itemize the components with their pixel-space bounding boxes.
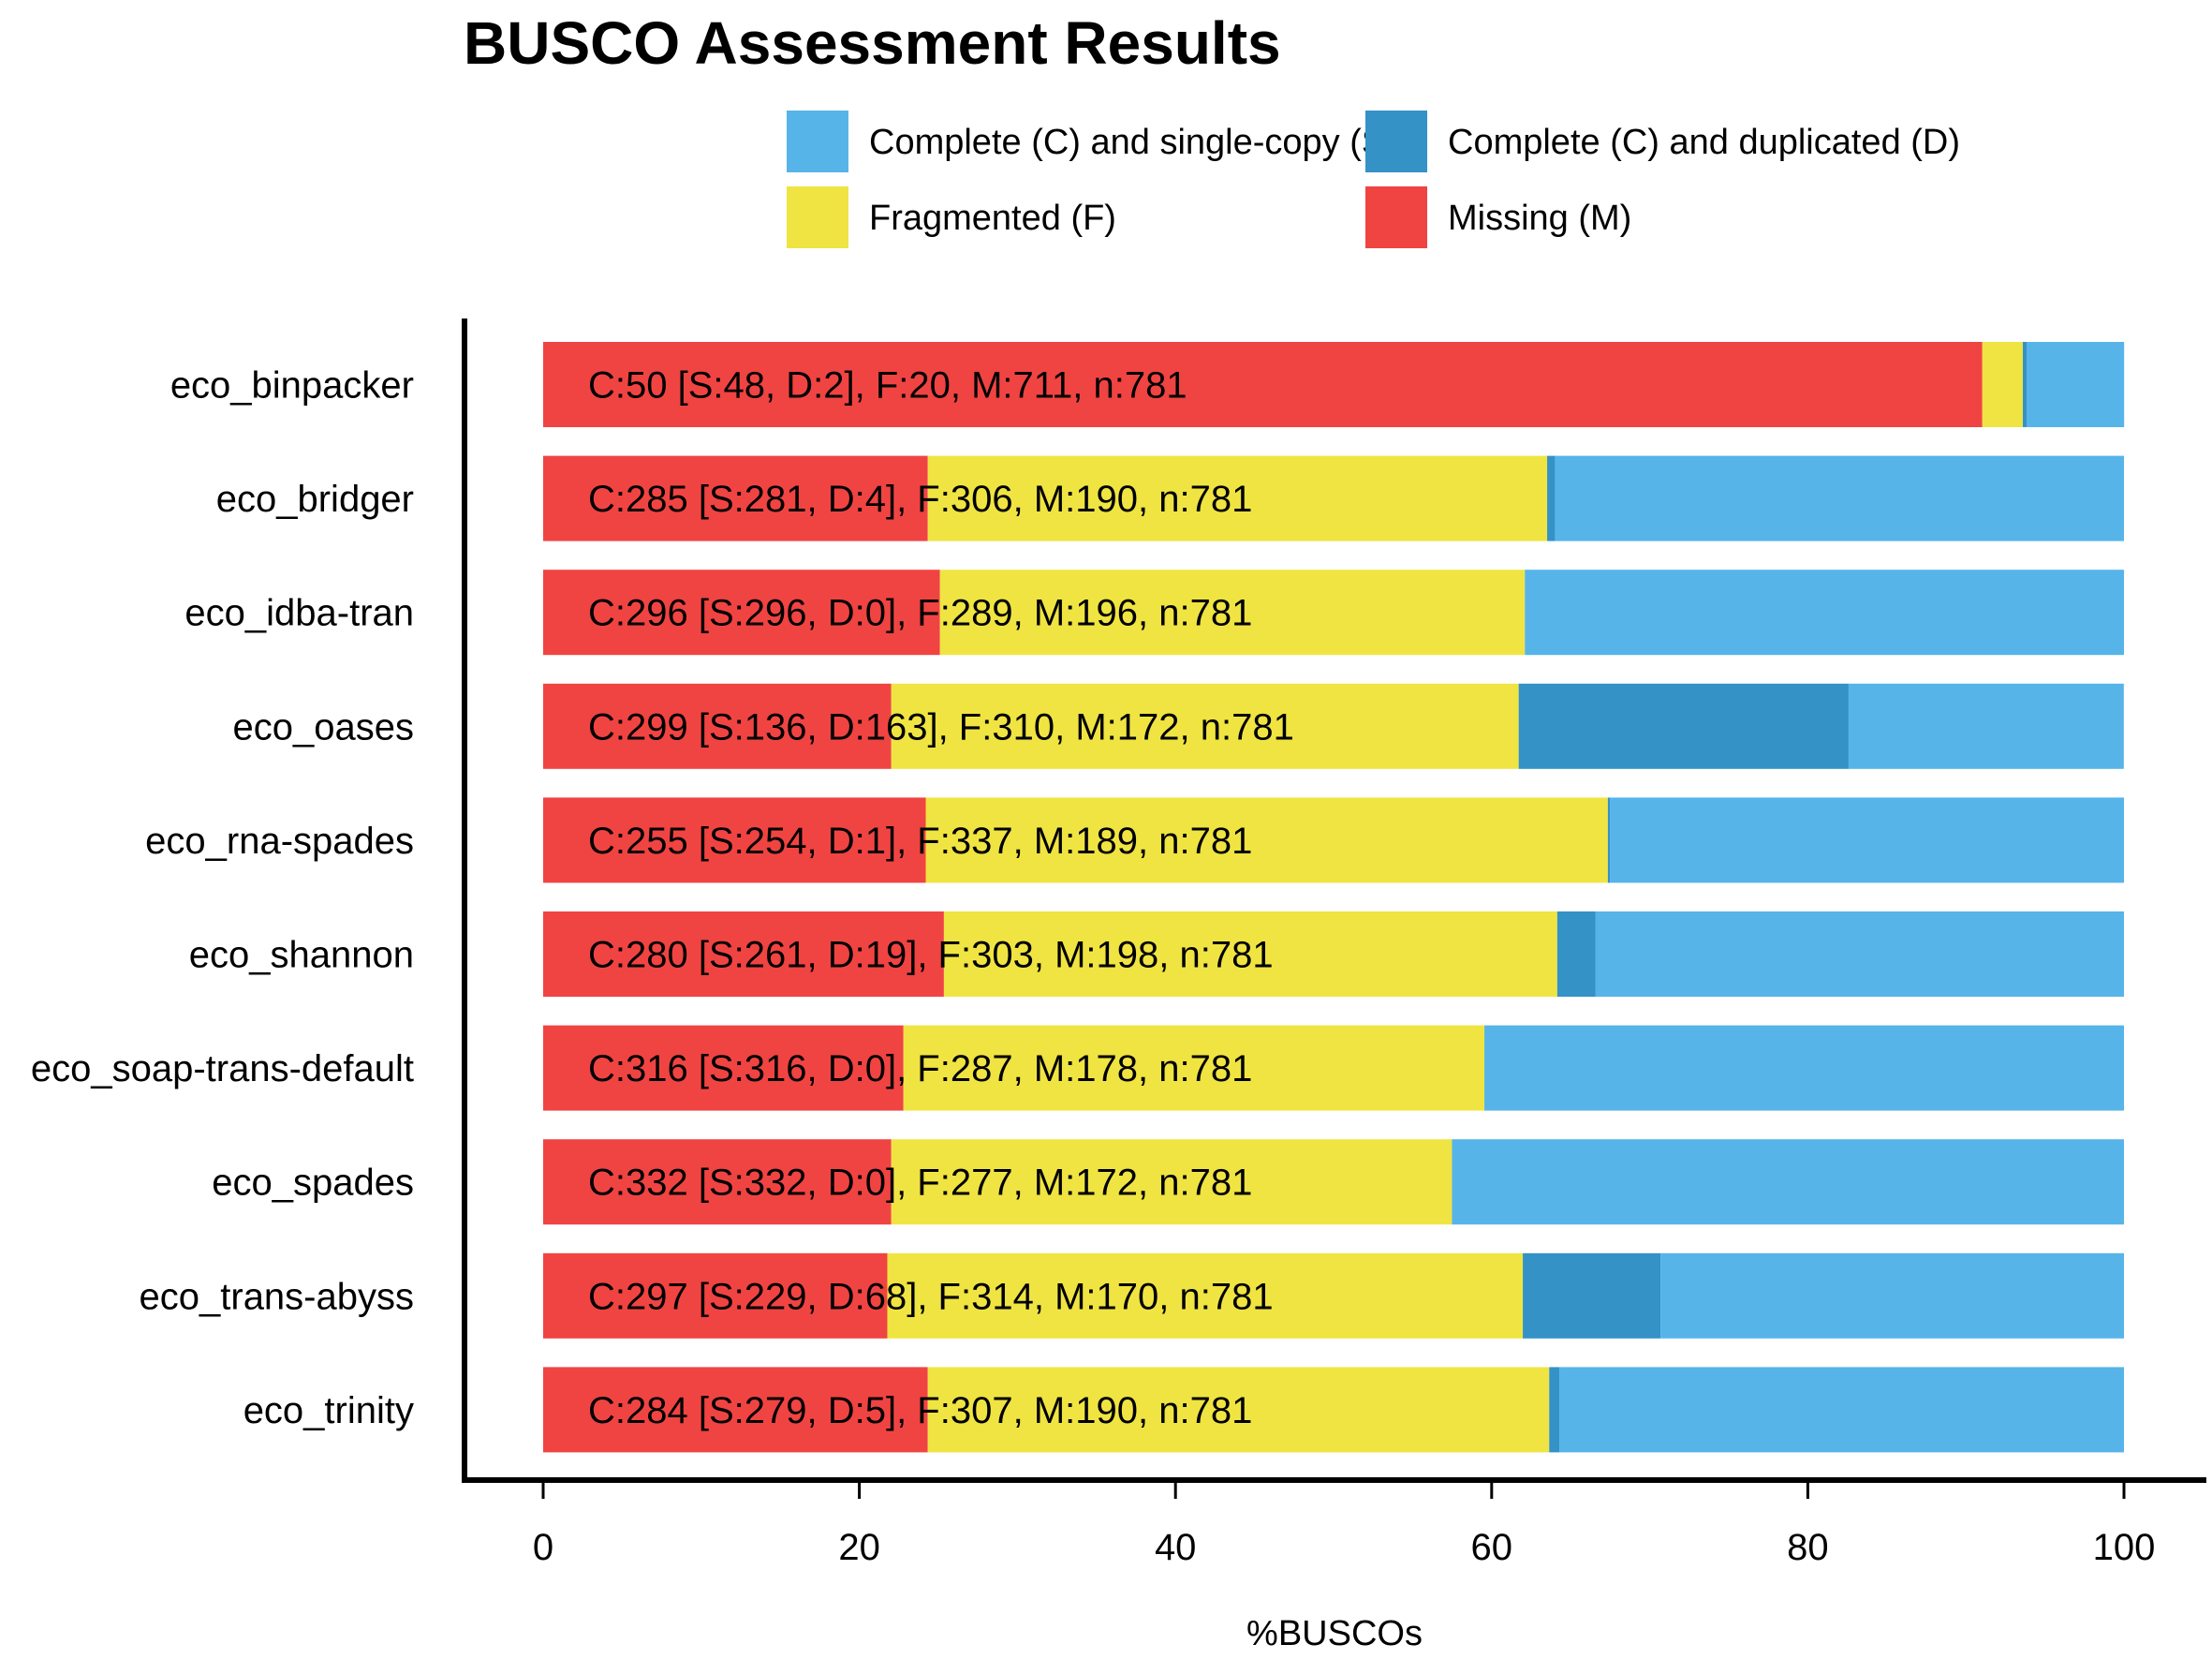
bar-eco_oases-M [543,683,892,769]
bar-eco_rna-spades-M [543,797,926,883]
bar-eco_oases-F [891,683,1519,769]
category-label-eco_trans-abyss: eco_trans-abyss [140,1276,414,1317]
bar-eco_shannon-M [543,911,944,997]
bar-labels: C:50 [S:48, D:2], F:20, M:711, n:781 C:28… [588,365,1294,1431]
x-ticks: 0 20 40 60 80 100 [533,1483,2156,1568]
bar-eco_soap-trans-default-M [543,1025,904,1111]
x-axis-title: %BUSCOs [1246,1614,1423,1653]
bar-eco_spades-S [1452,1139,2124,1225]
bar-eco_idba-tran-F [939,570,1526,656]
bar-eco_spades-F [891,1139,1453,1225]
legend-label-2: Fragmented (F) [869,199,1116,238]
bar-label-eco_binpacker: C:50 [S:48, D:2], F:20, M:711, n:781 [588,365,1187,407]
bar-eco_soap-trans-default-S [1484,1025,2124,1111]
category-label-eco_shannon: eco_shannon [189,935,414,976]
bar-eco_trans-abyss-F [887,1252,1524,1339]
bar-eco_binpacker-M [543,342,1983,427]
bar-eco_trinity-F [927,1367,1550,1453]
category-label-eco_bridger: eco_bridger [216,479,414,520]
category-label-eco_idba-tran: eco_idba-tran [184,593,414,634]
category-label-eco_spades: eco_spades [212,1163,414,1204]
bar-eco_bridger-F [927,455,1548,541]
bar-eco_idba-tran-M [543,570,940,656]
legend-label-0: Complete (C) and single-copy (S) [869,123,1397,162]
x-tick-label-20: 20 [838,1527,880,1568]
bar-label-eco_soap-trans-default: C:316 [S:316, D:0], F:287, M:178, n:781 [588,1048,1252,1089]
x-tick-label-40: 40 [1155,1527,1197,1568]
legend-swatch-2 [787,186,848,248]
bar-label-eco_trinity: C:284 [S:279, D:5], F:307, M:190, n:781 [588,1390,1252,1431]
chart-title: BUSCO Assessment Results [464,9,1281,77]
category-label-eco_soap-trans-default: eco_soap-trans-default [31,1048,414,1089]
bar-eco_trinity-M [543,1367,928,1453]
bar-label-eco_oases: C:299 [S:136, D:163], F:310, M:172, n:78… [588,706,1294,748]
legend-swatch-1 [1365,111,1427,172]
bar-eco_trans-abyss-S [1660,1252,2124,1339]
bar-label-eco_rna-spades: C:255 [S:254, D:1], F:337, M:189, n:781 [588,821,1252,862]
bar-eco_bridger-D [1547,455,1556,541]
bar-eco_spades-M [543,1139,892,1225]
bar-eco_binpacker-D [2022,342,2028,427]
bar-eco_trinity-D [1549,1367,1560,1453]
bar-eco_oases-D [1518,683,1849,769]
bars [543,342,2125,1453]
bar-eco_shannon-F [943,911,1557,997]
bar-eco_trans-abyss-D [1523,1252,1661,1339]
legend-label-1: Complete (C) and duplicated (D) [1448,123,1960,162]
legend-swatch-0 [787,111,848,172]
bar-eco_binpacker-S [2027,342,2125,427]
bar-eco_trinity-S [1559,1367,2124,1453]
bar-eco_rna-spades-S [1610,797,2124,883]
bar-eco_bridger-M [543,455,928,541]
legend-swatch-3 [1365,186,1427,248]
bar-eco_shannon-D [1556,911,1596,997]
category-label-eco_binpacker: eco_binpacker [170,365,414,407]
category-label-eco_oases: eco_oases [233,706,414,748]
bar-eco_rna-spades-F [925,797,1608,883]
bar-eco_shannon-S [1595,911,2124,997]
category-label-eco_trinity: eco_trinity [243,1390,414,1431]
legend-label-3: Missing (M) [1448,199,1631,238]
bar-eco_binpacker-F [1982,342,2023,427]
bar-eco_trans-abyss-M [543,1252,888,1339]
bar-label-eco_shannon: C:280 [S:261, D:19], F:303, M:198, n:781 [588,935,1274,976]
bar-eco_rna-spades-D [1607,797,1611,883]
x-tick-label-0: 0 [533,1527,553,1568]
bar-label-eco_spades: C:332 [S:332, D:0], F:277, M:172, n:781 [588,1163,1252,1204]
bar-label-eco_bridger: C:285 [S:281, D:4], F:306, M:190, n:781 [588,479,1252,520]
x-tick-label-60: 60 [1471,1527,1513,1568]
category-label-eco_rna-spades: eco_rna-spades [145,821,414,862]
bar-label-eco_idba-tran: C:296 [S:296, D:0], F:289, M:196, n:781 [588,593,1252,634]
bar-label-eco_trans-abyss: C:297 [S:229, D:68], F:314, M:170, n:781 [588,1276,1274,1317]
legend: Complete (C) and single-copy (S) Complete… [787,111,1960,248]
bar-eco_bridger-S [1555,455,2124,541]
x-tick-label-100: 100 [2093,1527,2156,1568]
category-labels: eco_binpacker eco_bridger eco_idba-traneco… [31,365,414,1431]
x-tick-label-80: 80 [1787,1527,1829,1568]
bar-eco_oases-S [1848,683,2124,769]
bar-eco_soap-trans-default-F [903,1025,1485,1111]
bar-eco_idba-tran-S [1525,570,2124,656]
axes [462,318,2206,1483]
